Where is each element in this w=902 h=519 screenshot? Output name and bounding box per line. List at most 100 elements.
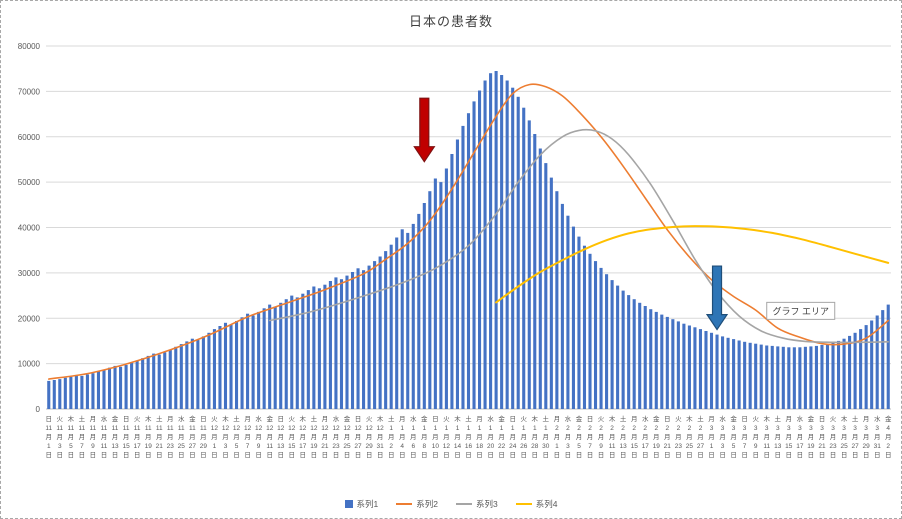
legend-label-series2: 系列2 xyxy=(416,499,438,509)
chart-area-tooltip: グラフ エリア xyxy=(766,301,836,320)
svg-text:60000: 60000 xyxy=(18,133,41,142)
legend-label-series4: 系列4 xyxy=(535,499,558,509)
y-axis-labels: 0 10000 20000 30000 40000 50000 60000 70000 8000… xyxy=(18,42,41,414)
svg-text:80000: 80000 xyxy=(18,42,41,51)
line-series-4[interactable] xyxy=(495,225,890,304)
legend-item-series3[interactable]: 系列3 xyxy=(456,498,498,510)
series1-bar-swatch-icon xyxy=(344,500,353,508)
legend-item-series4[interactable]: 系列4 xyxy=(515,498,558,510)
svg-text:グラフ エリア: グラフ エリア xyxy=(772,305,829,316)
svg-text:0: 0 xyxy=(36,405,41,414)
chart-title: 日本の患者数 xyxy=(408,14,493,29)
legend-item-series2[interactable]: 系列2 xyxy=(396,498,438,510)
legend-label-series1: 系列1 xyxy=(356,499,379,509)
red-down-arrow[interactable] xyxy=(413,97,436,163)
blue-down-arrow[interactable] xyxy=(705,265,729,331)
chart-legend: 系列1 系列2 系列3 系列4 xyxy=(1,498,901,510)
svg-text:70000: 70000 xyxy=(18,87,41,96)
legend-label-series3: 系列3 xyxy=(476,499,498,509)
series2-line-swatch-icon xyxy=(396,503,413,505)
svg-text:40000: 40000 xyxy=(18,224,41,233)
svg-text:20000: 20000 xyxy=(18,314,41,323)
bar-series-1[interactable] xyxy=(47,71,890,410)
svg-text:30000: 30000 xyxy=(18,269,41,278)
legend-item-series1[interactable]: 系列1 xyxy=(344,498,379,510)
line-series-3[interactable] xyxy=(268,128,889,344)
series3-line-swatch-icon xyxy=(456,503,472,505)
